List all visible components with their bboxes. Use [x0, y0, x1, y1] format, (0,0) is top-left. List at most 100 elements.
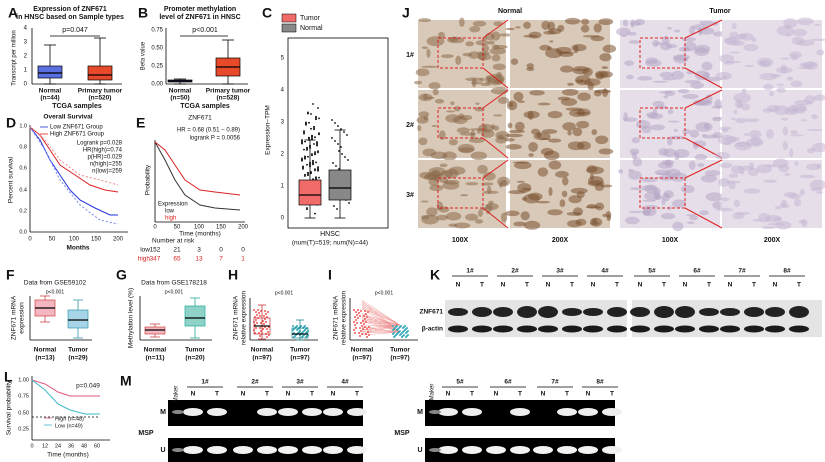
point — [263, 323, 265, 325]
tissue — [426, 48, 431, 58]
tissue — [672, 221, 684, 232]
band — [765, 307, 785, 317]
label: low — [165, 209, 175, 215]
point — [258, 332, 260, 334]
label: 0.8 — [19, 144, 27, 150]
point — [400, 325, 402, 327]
tissue — [512, 161, 529, 164]
label: Overall Survival — [43, 114, 92, 121]
label: low — [140, 247, 150, 254]
label: 7 — [219, 256, 223, 263]
point — [359, 327, 361, 329]
label: (n=97) — [252, 355, 271, 362]
lane-label: T — [525, 282, 529, 289]
tissue — [789, 148, 794, 158]
tissue — [450, 101, 455, 106]
tissue — [661, 198, 666, 206]
tissue — [465, 213, 479, 221]
point — [362, 328, 364, 330]
point — [307, 174, 309, 177]
label: 200X — [764, 237, 781, 244]
label: Survival probability — [6, 380, 13, 435]
curve — [31, 379, 100, 415]
point — [306, 149, 308, 151]
tissue — [416, 116, 429, 124]
tissue — [790, 130, 798, 135]
tissue — [630, 187, 642, 191]
shape — [437, 177, 484, 209]
tissue — [548, 186, 553, 197]
tissue — [568, 195, 582, 204]
band — [720, 325, 740, 333]
tissue — [413, 80, 423, 85]
curve — [29, 126, 119, 225]
point — [393, 332, 395, 334]
band — [578, 408, 598, 416]
label: High ZNF671 Group — [50, 132, 105, 138]
panel-letter: E — [136, 115, 145, 131]
tissue — [419, 171, 433, 179]
tissue — [426, 207, 438, 217]
label: Expression−TPM — [265, 105, 272, 155]
band — [517, 325, 537, 333]
point — [310, 172, 312, 175]
label: 1 — [281, 184, 285, 190]
tissue — [418, 18, 432, 23]
tissue — [701, 133, 707, 137]
tissue — [719, 126, 732, 131]
label: 65 — [173, 256, 181, 263]
label: 0 — [281, 216, 285, 222]
band — [538, 325, 558, 333]
point — [266, 336, 268, 338]
point — [357, 317, 359, 319]
tissue — [682, 93, 699, 99]
label: in HNSC based on Sample types — [16, 14, 124, 21]
tissue — [780, 199, 788, 207]
shape — [510, 90, 610, 158]
band — [510, 408, 530, 416]
tissue — [436, 214, 449, 221]
label: HR = 0.68 (0.51 − 0.89) — [177, 128, 240, 134]
point — [304, 140, 306, 143]
panel-letter: J — [402, 5, 410, 21]
tissue — [572, 127, 583, 137]
band — [562, 308, 582, 316]
tissue — [549, 40, 554, 43]
point — [265, 313, 267, 315]
line — [482, 207, 509, 229]
point — [253, 309, 255, 311]
tissue — [591, 218, 598, 224]
point — [259, 315, 261, 317]
label: high — [138, 256, 151, 263]
tissue — [789, 51, 802, 59]
band — [207, 408, 227, 416]
tissue — [559, 199, 566, 208]
lane-label: N — [541, 391, 546, 398]
band — [557, 446, 577, 454]
tissue — [465, 41, 474, 47]
band — [630, 325, 650, 333]
label: 0.50 — [151, 46, 163, 52]
panel-letter: B — [138, 5, 148, 21]
label: (n=50) — [170, 95, 189, 102]
point — [337, 143, 339, 145]
label: Tumor — [300, 15, 321, 22]
tissue — [515, 26, 521, 29]
tissue — [418, 137, 428, 146]
point — [257, 309, 259, 311]
band — [472, 307, 492, 317]
band — [257, 446, 277, 454]
line — [361, 321, 401, 326]
band — [578, 446, 598, 454]
tissue — [652, 100, 665, 108]
label: 100X — [662, 237, 679, 244]
label: p=0.049 — [76, 383, 100, 390]
tissue — [460, 193, 469, 197]
label: High (n=48) — [55, 416, 84, 422]
point — [367, 311, 369, 313]
label: 4# — [341, 379, 349, 386]
lane-label: N — [683, 282, 688, 289]
line — [482, 89, 509, 109]
label: 7# — [738, 268, 746, 275]
tissue — [631, 151, 638, 160]
